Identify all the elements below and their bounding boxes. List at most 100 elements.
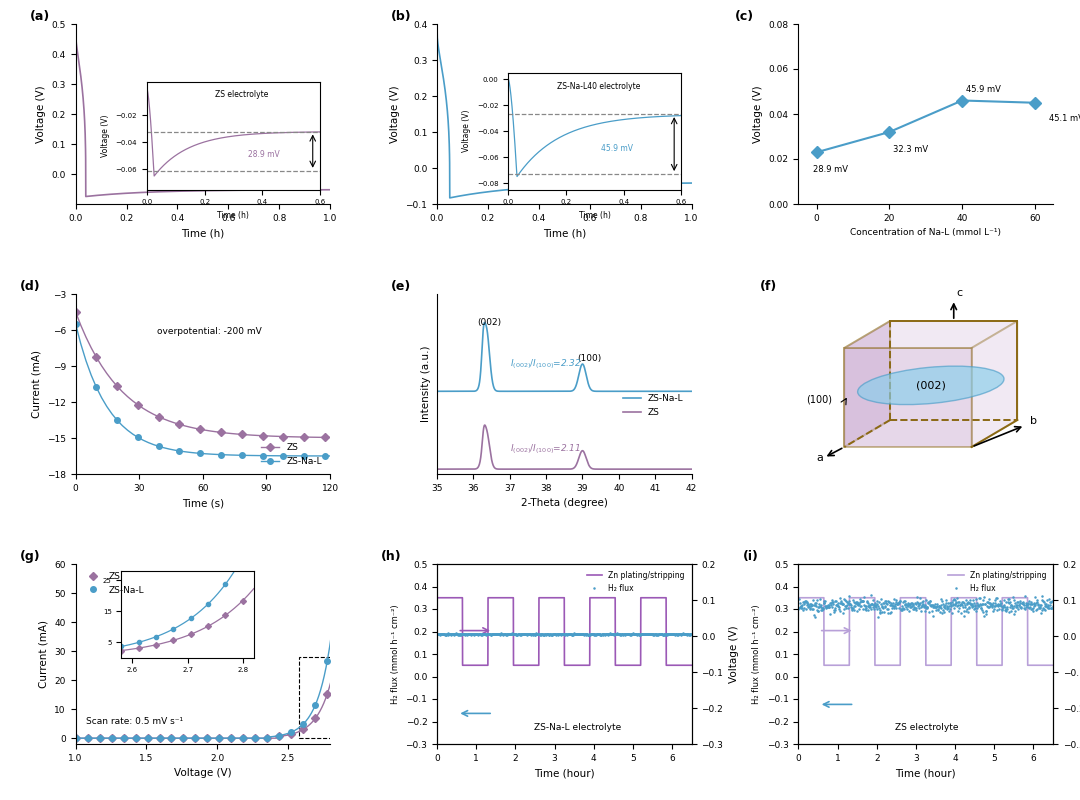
ZS (204, 426, 217, 436)
H₂ flux (931, 614, 944, 624)
Legend: ZS, ZS-Na-L: ZS, ZS-Na-L (257, 440, 325, 470)
ZS (225, 429, 238, 438)
Text: ZS-Na-L electrolyte: ZS-Na-L electrolyte (534, 722, 621, 732)
Y-axis label: Voltage (V): Voltage (V) (729, 625, 739, 683)
ZS (163, 416, 176, 426)
Line: Zn plating/stripping: Zn plating/stripping (798, 598, 1053, 666)
H₂ flux (652, 630, 665, 639)
ZS (95, 361, 108, 370)
ZS (298, 432, 311, 442)
ZS (189, 734, 202, 743)
X-axis label: 2-Theta (degree): 2-Theta (degree) (521, 498, 608, 508)
ZS-Na-L (631, 386, 644, 396)
ZS (100, 369, 113, 378)
ZS (285, 730, 298, 739)
ZS (193, 425, 206, 434)
ZS-Na-L (95, 393, 108, 402)
ZS-Na-L (110, 415, 123, 425)
Zn plating/stripping (539, 593, 552, 602)
ZS-Na-L (554, 386, 567, 396)
ZS (321, 689, 334, 698)
ZS-Na-L (116, 421, 129, 430)
ZS (116, 387, 129, 397)
ZS-Na-L (173, 446, 186, 456)
ZS (309, 714, 322, 723)
ZS (75, 321, 87, 330)
H₂ flux (854, 588, 867, 598)
ZS-Na-L (319, 451, 332, 461)
ZS-Na-L (219, 450, 232, 460)
Legend: ZS-Na-L, ZS: ZS-Na-L, ZS (619, 390, 687, 421)
H₂ flux (1042, 604, 1055, 614)
ZS-Na-L (100, 402, 113, 411)
H₂ flux (460, 630, 473, 639)
H₂ flux (475, 630, 488, 639)
ZS-Na-L (431, 386, 444, 396)
Line: ZS-Na-L: ZS-Na-L (72, 322, 333, 458)
Ellipse shape (858, 366, 1004, 405)
Legend: Zn plating/stripping, H₂ flux: Zn plating/stripping, H₂ flux (945, 568, 1049, 596)
Line: ZS-Na-L: ZS-Na-L (437, 322, 691, 391)
H₂ flux (680, 629, 693, 638)
ZS (121, 392, 134, 402)
Y-axis label: Voltage (V): Voltage (V) (36, 85, 46, 143)
ZS (147, 410, 160, 419)
Text: (002): (002) (477, 318, 501, 327)
ZS-Na-L (213, 734, 226, 743)
ZS-Na-L (237, 734, 249, 743)
Y-axis label: Current (mA): Current (mA) (39, 620, 49, 688)
Y-axis label: H₂ flux (mmol h⁻¹ cm⁻²): H₂ flux (mmol h⁻¹ cm⁻²) (391, 604, 400, 704)
ZS-Na-L (272, 451, 285, 461)
ZS (105, 734, 118, 743)
ZS (199, 426, 212, 435)
ZS-Na-L (69, 319, 82, 329)
ZS-Na-L (210, 450, 222, 459)
Y-axis label: Intensity (a.u.): Intensity (a.u.) (421, 346, 432, 422)
ZS (302, 432, 315, 442)
ZS (173, 420, 186, 430)
ZS (153, 734, 166, 743)
H₂ flux (901, 601, 914, 610)
ZS-Na-L (298, 451, 311, 461)
X-axis label: Time (h): Time (h) (542, 228, 586, 238)
Zn plating/stripping (1041, 661, 1054, 670)
ZS (230, 430, 243, 439)
ZS (165, 734, 178, 743)
ZS (225, 734, 238, 743)
ZS (554, 464, 567, 474)
Zn plating/stripping (680, 661, 693, 670)
ZS-Na-L (163, 444, 176, 454)
ZS (308, 433, 321, 442)
ZS-Na-L (215, 450, 228, 459)
ZS-Na-L (321, 656, 334, 666)
Text: (g): (g) (19, 550, 40, 563)
ZS-Na-L (158, 443, 171, 453)
Legend: Zn plating/stripping, H₂ flux: Zn plating/stripping, H₂ flux (584, 568, 688, 596)
Line: ZS: ZS (72, 310, 333, 440)
ZS (213, 734, 226, 743)
Text: (a): (a) (30, 10, 50, 23)
Zn plating/stripping (456, 661, 469, 670)
ZS (287, 432, 300, 442)
ZS-Na-L (261, 734, 274, 743)
Text: (h): (h) (381, 550, 402, 563)
Y-axis label: Voltage (V): Voltage (V) (390, 85, 400, 143)
ZS-Na-L (308, 451, 321, 461)
ZS-Na-L (132, 433, 145, 442)
H₂ flux (685, 630, 698, 639)
ZS-Na-L (251, 450, 264, 460)
ZS-Na-L (248, 734, 261, 743)
ZS-Na-L (201, 734, 214, 743)
ZS-Na-L (90, 382, 103, 392)
X-axis label: Time (h): Time (h) (181, 228, 225, 238)
Zn plating/stripping (528, 661, 541, 670)
ZS-Na-L (81, 734, 94, 743)
Text: $I_{(002)}/I_{(100)}$=2.11: $I_{(002)}/I_{(100)}$=2.11 (510, 442, 581, 456)
ZS-Na-L (241, 450, 254, 460)
ZS-Na-L (678, 386, 691, 396)
Bar (299, 657, 333, 738)
ZS-Na-L (84, 370, 97, 380)
Zn plating/stripping (836, 661, 849, 670)
Zn plating/stripping (818, 661, 831, 670)
ZS-Na-L (141, 734, 154, 743)
